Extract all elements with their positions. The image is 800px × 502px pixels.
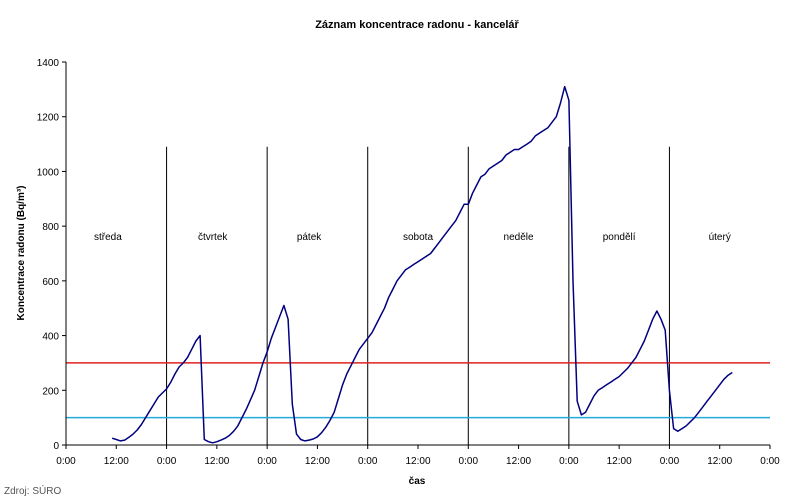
x-axis-label: čas: [409, 476, 426, 487]
x-tick-label: 0:00: [157, 456, 177, 467]
x-tick-label: 0:00: [760, 456, 780, 467]
x-tick-label: 12:00: [305, 456, 330, 467]
y-tick-label: 200: [42, 386, 59, 397]
y-tick-label: 1400: [37, 58, 60, 69]
day-label: úterý: [709, 232, 731, 243]
x-tick-label: 12:00: [204, 456, 229, 467]
y-axis-label: Koncentrace radonu (Bq/m³): [16, 185, 27, 320]
series-line: [111, 85, 733, 444]
x-tick-label: 12:00: [707, 456, 732, 467]
chart-title: Záznam koncentrace radonu - kancelář: [315, 19, 519, 31]
x-tick-label: 0:00: [559, 456, 579, 467]
x-tick-label: 12:00: [104, 456, 129, 467]
day-label: neděle: [504, 232, 534, 243]
x-tick-label: 12:00: [607, 456, 632, 467]
x-tick-label: 0:00: [459, 456, 479, 467]
day-label: pondělí: [603, 232, 636, 243]
day-label: pátek: [297, 232, 322, 243]
x-tick-label: 12:00: [405, 456, 430, 467]
day-label: středa: [94, 232, 122, 243]
x-tick-label: 0:00: [660, 456, 680, 467]
y-tick-label: 1000: [37, 167, 60, 178]
y-tick-label: 1200: [37, 113, 60, 124]
x-tick-label: 0:00: [257, 456, 277, 467]
y-tick-label: 400: [42, 332, 59, 343]
y-tick-label: 800: [42, 222, 59, 233]
y-tick-label: 0: [53, 441, 59, 452]
y-tick-label: 600: [42, 277, 59, 288]
x-tick-label: 12:00: [506, 456, 531, 467]
x-tick-label: 0:00: [358, 456, 378, 467]
day-label: čtvrtek: [198, 232, 228, 243]
day-label: sobota: [403, 232, 433, 243]
x-tick-label: 0:00: [56, 456, 76, 467]
source-note: Zdroj: SÚRO: [4, 486, 62, 497]
